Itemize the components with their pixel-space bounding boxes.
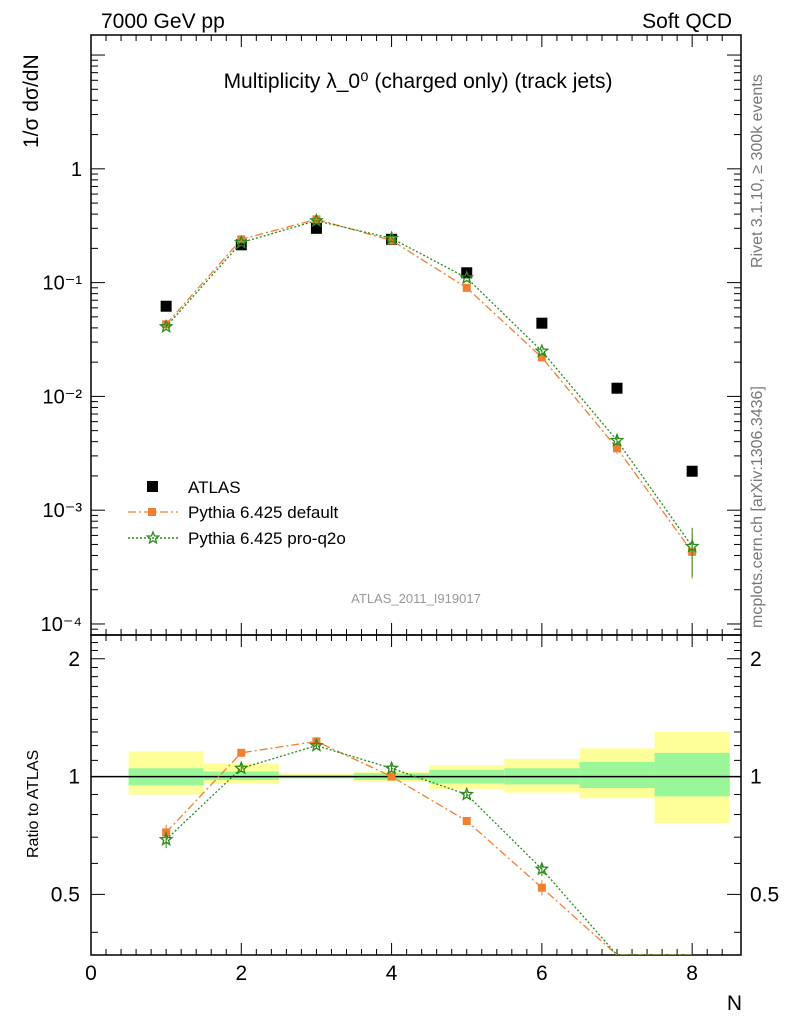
chart-title: Multiplicity λ_0⁰ (charged only) (track … bbox=[224, 70, 613, 93]
legend-proq2o-marker bbox=[145, 530, 161, 545]
data-point bbox=[237, 235, 246, 244]
ratio-tick-label-right: 1 bbox=[750, 766, 762, 789]
data-point bbox=[312, 215, 321, 224]
series-line-2 bbox=[165, 220, 693, 547]
ratio-tick-label-left: 0.5 bbox=[51, 883, 80, 906]
data-point bbox=[613, 444, 622, 453]
data-point bbox=[308, 212, 324, 228]
ratio-point bbox=[233, 760, 249, 775]
ratio-point bbox=[387, 772, 396, 781]
ratio-point bbox=[537, 883, 546, 892]
data-point bbox=[158, 318, 174, 333]
ratio-point bbox=[384, 760, 399, 775]
ratio-tick-label-left: 1 bbox=[68, 766, 80, 789]
ratio-y-axis-label: Ratio to ATLAS bbox=[25, 750, 42, 858]
data-point bbox=[160, 300, 172, 312]
y-tick-label: 10⁻¹ bbox=[43, 273, 83, 295]
main-y-axis-label: 1/σ dσ/dN bbox=[20, 54, 43, 148]
data-point bbox=[611, 382, 623, 394]
data-point bbox=[459, 270, 475, 285]
inner-band bbox=[203, 771, 279, 780]
y-tick-label: 10⁻² bbox=[43, 386, 83, 408]
legend: ATLAS Pythia 6.425 default Pythia 6.425 … bbox=[128, 478, 346, 548]
legend-label-atlas: ATLAS bbox=[188, 478, 241, 497]
data-point bbox=[684, 538, 700, 553]
x-tick-label: 0 bbox=[85, 962, 97, 985]
ratio-line-1 bbox=[165, 740, 693, 955]
ratio-point bbox=[534, 861, 550, 876]
ratio-point bbox=[308, 737, 324, 752]
ratio-point bbox=[237, 748, 246, 757]
y-tick-label: 10⁻⁴ bbox=[41, 614, 82, 636]
ratio-tick-label-left: 2 bbox=[68, 648, 80, 671]
ratio-series bbox=[158, 737, 693, 955]
data-point bbox=[384, 230, 399, 245]
ratio-point bbox=[462, 816, 471, 825]
ratio-point bbox=[459, 786, 475, 801]
data-point bbox=[233, 234, 249, 249]
category-label: Soft QCD bbox=[642, 10, 732, 33]
data-point bbox=[536, 317, 548, 329]
legend-atlas-marker bbox=[147, 481, 158, 492]
data-point bbox=[686, 465, 698, 477]
ratio-y-tick-labels: 0.5 1 2 0.5 1 2 bbox=[51, 648, 779, 907]
data-point bbox=[609, 432, 625, 447]
axis-ticks bbox=[90, 35, 741, 955]
data-point bbox=[537, 353, 546, 362]
ratio-line-2 bbox=[165, 744, 693, 955]
energy-label: 7000 GeV pp bbox=[101, 10, 225, 33]
uncertainty-bands bbox=[128, 731, 730, 824]
x-tick-label: 2 bbox=[235, 962, 247, 985]
ratio-plot-frame bbox=[90, 634, 742, 956]
rivet-version-label: Rivet 3.1.10, ≥ 300k events bbox=[749, 74, 766, 268]
x-tick-labels: 0 2 4 6 8 bbox=[85, 962, 698, 985]
main-y-tick-labels: 10⁻⁴ 10⁻³ 10⁻² 10⁻¹ 1 bbox=[41, 159, 83, 636]
analysis-id: ATLAS_2011_I919017 bbox=[351, 591, 481, 606]
data-point bbox=[534, 343, 550, 358]
mcplots-label: mcplots.cern.ch [arXiv:1306.3436] bbox=[749, 386, 766, 628]
x-tick-label: 6 bbox=[536, 962, 548, 985]
data-point bbox=[462, 283, 471, 292]
data-point bbox=[310, 222, 322, 234]
main-series bbox=[158, 212, 700, 579]
inner-band bbox=[579, 761, 655, 788]
inner-band bbox=[654, 752, 730, 797]
legend-label-default: Pythia 6.425 default bbox=[188, 503, 339, 522]
ratio-tick-label-right: 2 bbox=[750, 648, 762, 671]
ratio-tick-label-right: 0.5 bbox=[750, 883, 779, 906]
legend-label-proq2o: Pythia 6.425 pro-q2o bbox=[188, 529, 346, 548]
y-tick-label: 10⁻³ bbox=[43, 500, 83, 522]
x-axis-label: N bbox=[727, 992, 742, 1015]
legend-default-marker bbox=[148, 508, 156, 516]
ratio-point bbox=[158, 831, 174, 846]
x-tick-label: 8 bbox=[686, 962, 698, 985]
y-tick-label: 1 bbox=[71, 159, 82, 181]
x-tick-label: 4 bbox=[386, 962, 398, 985]
